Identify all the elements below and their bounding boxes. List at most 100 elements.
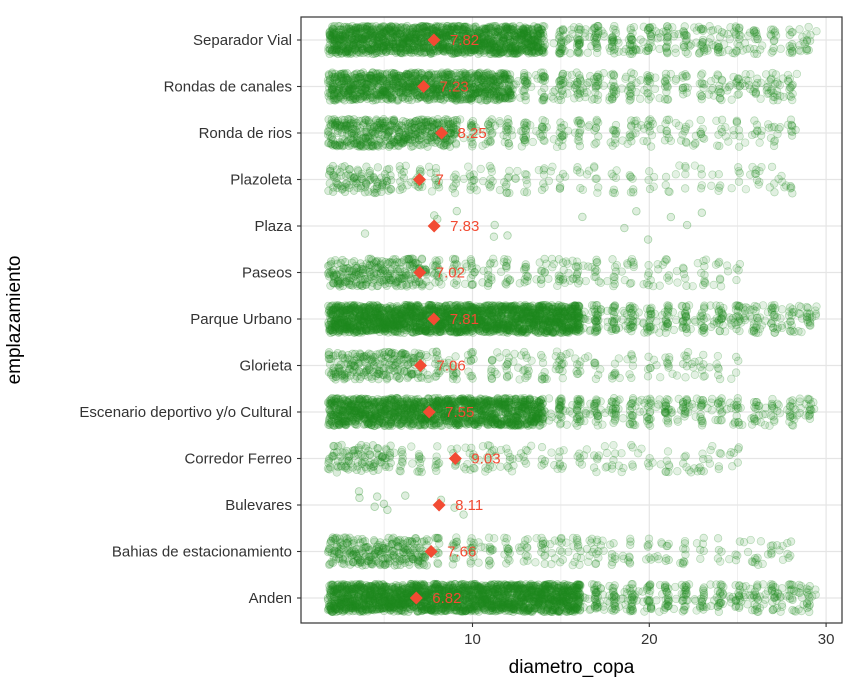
data-point	[701, 278, 710, 288]
data-point	[741, 185, 751, 194]
data-point	[331, 48, 341, 57]
data-point	[327, 28, 336, 37]
data-point	[745, 170, 755, 179]
data-point	[527, 82, 536, 91]
data-point	[511, 174, 520, 183]
data-point	[341, 29, 351, 38]
data-point	[745, 80, 754, 90]
data-point	[489, 254, 498, 263]
data-point	[333, 49, 343, 59]
data-point	[697, 208, 707, 217]
data-point	[691, 138, 700, 148]
data-point	[326, 33, 335, 43]
data-point	[722, 261, 732, 270]
data-point	[690, 23, 699, 32]
data-point	[592, 255, 601, 264]
data-point	[698, 124, 707, 134]
data-point	[639, 37, 648, 47]
data-point	[325, 49, 334, 59]
data-point	[569, 23, 579, 32]
data-point	[343, 44, 352, 54]
data-point	[617, 267, 626, 276]
data-point	[578, 185, 588, 194]
data-point	[336, 25, 346, 34]
data-point	[507, 126, 516, 135]
data-point	[540, 84, 549, 93]
data-point	[764, 88, 773, 98]
data-point	[567, 70, 577, 80]
category-points	[324, 21, 821, 59]
data-point	[781, 181, 791, 190]
data-point	[330, 36, 339, 45]
data-point	[590, 140, 599, 149]
data-point	[783, 120, 793, 129]
data-point	[561, 172, 570, 181]
data-point	[540, 40, 550, 49]
data-point	[479, 266, 488, 275]
data-point	[632, 46, 641, 55]
data-point	[554, 31, 564, 40]
data-point	[327, 46, 337, 55]
data-point	[785, 25, 794, 34]
data-point	[325, 40, 334, 49]
data-point	[755, 166, 764, 176]
data-point	[533, 74, 542, 83]
data-point	[804, 22, 813, 32]
data-point	[606, 138, 615, 147]
data-point	[335, 32, 345, 41]
data-point	[775, 81, 784, 90]
data-point	[755, 138, 764, 147]
data-point	[333, 44, 342, 54]
data-point	[328, 46, 337, 55]
data-point	[513, 76, 523, 86]
data-point	[522, 179, 532, 189]
grid	[301, 17, 842, 623]
data-point	[713, 141, 722, 150]
data-point	[767, 48, 776, 57]
data-point	[645, 115, 655, 124]
data-point	[476, 164, 485, 174]
data-point	[468, 280, 478, 289]
data-point	[701, 255, 711, 264]
data-point	[544, 274, 553, 284]
data-point	[331, 45, 341, 55]
data-point	[336, 32, 345, 42]
data-point	[632, 207, 641, 216]
data-point	[342, 47, 351, 57]
data-point	[520, 187, 529, 197]
data-point	[336, 28, 346, 38]
data-point	[614, 47, 623, 56]
data-point	[465, 170, 474, 179]
data-point	[691, 131, 700, 140]
data-point	[696, 90, 705, 99]
data-point	[338, 35, 347, 44]
data-point	[344, 41, 354, 50]
data-point	[504, 119, 513, 128]
data-point	[621, 45, 631, 54]
data-point	[683, 49, 692, 58]
data-point	[521, 131, 530, 140]
data-point	[599, 29, 608, 38]
data-point	[785, 85, 794, 94]
data-point	[666, 212, 676, 222]
data-point	[688, 282, 697, 291]
data-point	[767, 162, 777, 172]
data-point	[487, 167, 496, 176]
data-point	[681, 163, 690, 172]
data-point	[708, 26, 718, 35]
data-point	[339, 33, 348, 42]
data-point	[500, 255, 509, 264]
data-point	[500, 138, 509, 147]
data-point	[325, 35, 334, 44]
data-point	[599, 81, 608, 90]
data-point	[526, 121, 535, 130]
data-point	[542, 122, 551, 132]
data-point	[673, 278, 682, 287]
data-point	[330, 35, 339, 44]
data-point	[338, 41, 347, 51]
data-point	[344, 27, 353, 36]
data-point	[344, 30, 353, 40]
data-point	[697, 268, 706, 278]
category-points	[323, 115, 800, 152]
data-point	[661, 172, 671, 182]
